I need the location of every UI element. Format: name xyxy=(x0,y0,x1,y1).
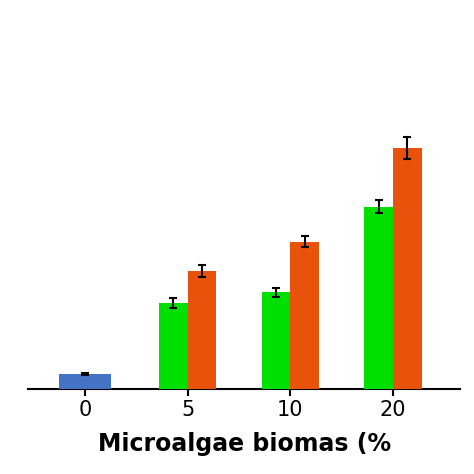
Bar xyxy=(262,292,290,389)
Bar xyxy=(290,242,319,389)
Bar xyxy=(393,148,422,389)
X-axis label: Microalgae biomas (%: Microalgae biomas (% xyxy=(98,432,391,456)
Bar xyxy=(59,374,111,389)
Bar xyxy=(364,207,393,389)
Bar xyxy=(188,271,216,389)
Bar xyxy=(159,303,188,389)
